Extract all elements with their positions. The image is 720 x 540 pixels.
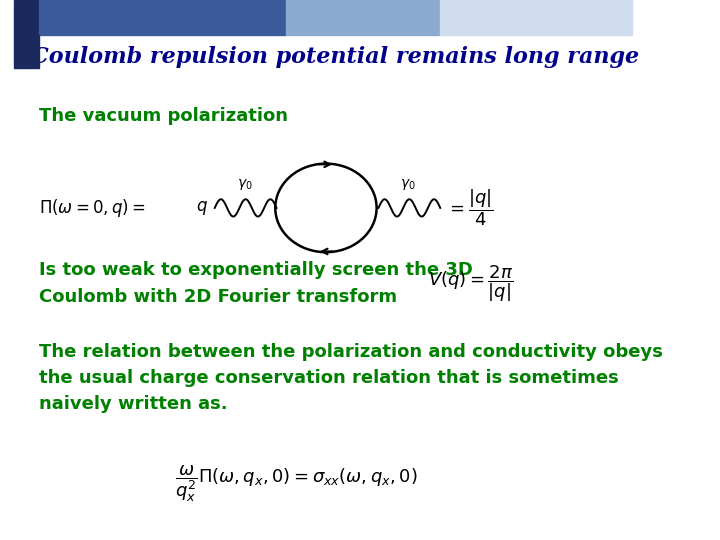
Text: Coulomb repulsion potential remains long range: Coulomb repulsion potential remains long…: [31, 46, 639, 68]
Text: $V(q)=\dfrac{2\pi}{|q|}$: $V(q)=\dfrac{2\pi}{|q|}$: [428, 263, 513, 304]
Text: The vacuum polarization: The vacuum polarization: [39, 107, 287, 125]
Bar: [286, 0, 440, 35]
Text: $\gamma_0$: $\gamma_0$: [237, 177, 252, 192]
Text: $q$: $q$: [196, 199, 208, 217]
Text: $\gamma_0$: $\gamma_0$: [400, 177, 416, 192]
Bar: [440, 0, 632, 35]
Text: The relation between the polarization and conductivity obeys
the usual charge co: The relation between the polarization an…: [39, 342, 662, 414]
Text: $=\dfrac{|q|}{4}$: $=\dfrac{|q|}{4}$: [446, 187, 494, 228]
Bar: [14, 35, 39, 68]
Bar: [39, 0, 286, 35]
Text: Is too weak to exponentially screen the 3D
Coulomb with 2D Fourier transform: Is too weak to exponentially screen the …: [39, 261, 472, 306]
Text: $\Pi(\omega=0,q)=$: $\Pi(\omega=0,q)=$: [39, 197, 145, 219]
Text: $\dfrac{\omega}{q_x^2}\Pi(\omega,q_x,0)=\sigma_{xx}(\omega,q_x,0)$: $\dfrac{\omega}{q_x^2}\Pi(\omega,q_x,0)=…: [174, 463, 418, 504]
Bar: [14, 0, 39, 35]
